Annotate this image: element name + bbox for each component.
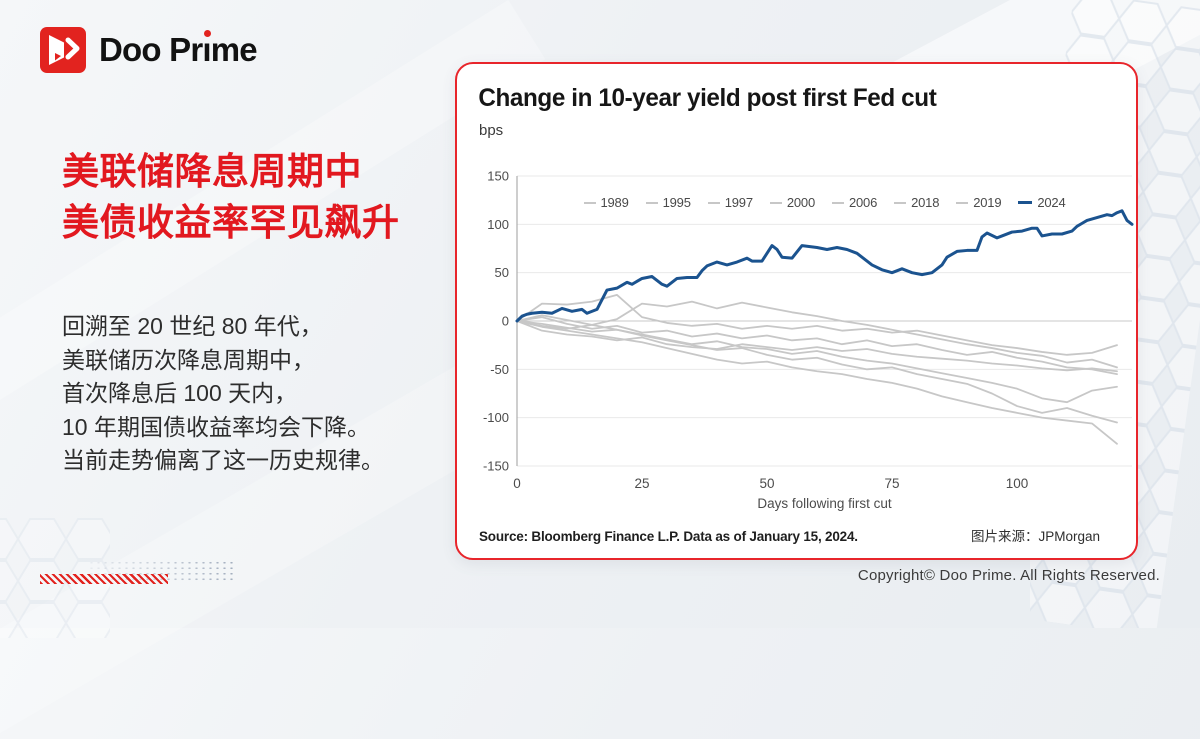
chart-legend: 1989 1995 1997 2000 2006 2018 2019 2024 (517, 195, 1132, 210)
body-line: 10 年期国债收益率均会下降。 (62, 413, 370, 440)
legend-item-2024: 2024 (1018, 195, 1066, 210)
legend-item-2019: 2019 (956, 195, 1002, 210)
legend-label: 1989 (600, 195, 629, 210)
line-chart: 150 100 50 0 -50 -100 -150 0 25 50 75 100 Days follo… (483, 169, 1134, 511)
svg-text:75: 75 (884, 476, 899, 491)
legend-label: 2000 (786, 195, 815, 210)
chart-title: Change in 10-year yield post first Fed c… (478, 84, 937, 112)
chart-card: Change in 10-year yield post first Fed c… (455, 62, 1138, 560)
legend-dash-icon (707, 201, 720, 204)
legend-label: 2006 (849, 195, 878, 210)
legend-item-2018: 2018 (894, 195, 939, 210)
logo-text-post: me (210, 31, 258, 68)
legend-label: 2024 (1037, 195, 1066, 210)
legend-dash-icon (832, 201, 844, 204)
svg-text:-150: -150 (483, 459, 509, 474)
doo-prime-logo-icon (40, 27, 86, 73)
legend-dash-icon (956, 201, 969, 204)
svg-text:0: 0 (502, 314, 509, 329)
legend-item-1989: 1989 (583, 195, 629, 210)
svg-text:0: 0 (513, 476, 521, 491)
headline: 美联储降息周期中 美债收益率罕见飙升 (62, 146, 400, 248)
doo-prime-logo-text: Doo Prı me (99, 30, 258, 69)
legend-item-1997: 1997 (707, 195, 753, 210)
legend-dash-icon (583, 201, 596, 204)
svg-text:50: 50 (495, 265, 509, 280)
legend-label: 1997 (724, 195, 753, 210)
legend-item-2006: 2006 (832, 195, 877, 210)
svg-text:100: 100 (487, 217, 509, 232)
legend-dash-icon (769, 201, 782, 204)
legend-dash-icon (894, 201, 907, 204)
red-hatch-bar (40, 574, 168, 584)
logo-letter-i: ı (202, 30, 212, 68)
body-text: 回溯至 20 世纪 80 年代， 美联储历次降息周期中， 首次降息后 100 天… (62, 310, 384, 478)
image-credit-text: 图片来源：JPMorgan (970, 529, 1100, 544)
doo-prime-logo: Doo Prı me (40, 27, 258, 73)
legend-item-2000: 2000 (769, 195, 815, 210)
source-text: Source: Bloomberg Finance L.P. Data as o… (479, 529, 858, 544)
source-row: Source: Bloomberg Finance L.P. Data as o… (457, 514, 1136, 545)
svg-text:25: 25 (634, 476, 649, 491)
body-line: 回溯至 20 世纪 80 年代， (62, 313, 323, 339)
svg-text:Days following first cut: Days following first cut (757, 496, 892, 511)
legend-dash-icon (645, 201, 658, 204)
legend-dash-icon (1018, 200, 1033, 205)
body-line: 当前走势偏离了这一历史规律。 (62, 447, 384, 473)
logo-text-pre: Doo Pr (99, 31, 203, 68)
svg-text:-100: -100 (483, 410, 509, 425)
logo-i-dot (203, 30, 211, 37)
body-line: 首次降息后 100 天内， (62, 380, 298, 406)
body-line: 美联储历次降息周期中， (62, 346, 315, 373)
legend-label: 1995 (662, 195, 691, 210)
chart-area: 150 100 50 0 -50 -100 -150 0 25 50 75 100 Days follo… (477, 166, 1137, 514)
chart-unit-label: bps (479, 122, 504, 139)
headline-line-2: 美债收益率罕见飙升 (62, 202, 400, 243)
legend-label: 2019 (973, 195, 1002, 210)
legend-item-1995: 1995 (645, 195, 691, 210)
copyright-text: Copyright© Doo Prime. All Rights Reserve… (857, 567, 1160, 584)
headline-line-1: 美联储降息周期中 (62, 151, 362, 192)
svg-text:50: 50 (759, 476, 774, 491)
svg-text:-50: -50 (490, 362, 509, 377)
svg-text:100: 100 (1006, 476, 1029, 491)
svg-text:150: 150 (487, 169, 509, 184)
legend-label: 2018 (911, 195, 940, 210)
